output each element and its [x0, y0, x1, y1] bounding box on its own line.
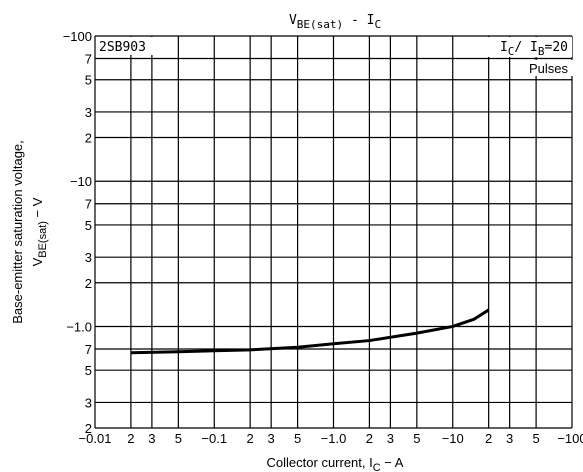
condition-sub: C [508, 45, 515, 58]
condition-sub: B [538, 45, 545, 58]
y-tick-label: 7 [85, 342, 92, 357]
x-tick-label: 2 [366, 431, 373, 446]
device-label: 2SB903 [99, 40, 146, 55]
y-tick-label: 5 [85, 73, 92, 88]
x-tick-label: 2 [247, 431, 254, 446]
y-tick-label: 2 [85, 131, 92, 146]
mode-label: Pulses [529, 61, 569, 76]
x-tick-label: 2 [485, 431, 492, 446]
x-tick-label: −10 [442, 431, 464, 446]
y-tick-label: 5 [85, 218, 92, 233]
y-axis-label: VBE(sat) − V [30, 197, 49, 266]
annotation-box [460, 37, 572, 57]
x-tick-label: 5 [413, 431, 420, 446]
y-axis-label: Base-emitter saturation voltage, [10, 140, 25, 324]
y-tick-label: 2 [85, 421, 92, 436]
chart-title: VBE(sat) - IC [289, 13, 381, 31]
x-tick-label: −100 [557, 431, 583, 446]
x-label-part: − A [381, 455, 404, 470]
data-line [130, 308, 490, 355]
y-label-sub: BE(sat) [37, 221, 49, 258]
title-part: V [289, 13, 297, 28]
x-tick-label: 5 [294, 431, 301, 446]
condition-part: I [500, 40, 508, 55]
x-tick-label: 2 [127, 431, 134, 446]
title-sub: BE(sat) [297, 18, 343, 31]
y-tick-label: −100 [63, 29, 92, 44]
y-tick-label: 3 [85, 105, 92, 120]
x-tick-label: −1.0 [321, 431, 347, 446]
x-tick-label: 3 [506, 431, 513, 446]
condition-part: =20 [545, 40, 568, 55]
x-label-sub: C [373, 462, 381, 472]
title-part: - I [343, 13, 374, 28]
x-axis-label: Collector current, IC − A [267, 455, 404, 472]
x-tick-label: 3 [148, 431, 155, 446]
y-tick-label: −1.0 [66, 319, 92, 334]
y-tick-label: 7 [85, 197, 92, 212]
x-tick-label: −0.1 [201, 431, 227, 446]
annotation-box [97, 37, 163, 55]
y-tick-label: 3 [85, 250, 92, 265]
x-tick-label: 5 [532, 431, 539, 446]
condition-label: IC/ IB=20 [500, 40, 568, 58]
y-tick-label: 7 [85, 51, 92, 66]
y-tick-label: −10 [70, 174, 92, 189]
y-label-part: V [30, 257, 45, 266]
y-label-part: − V [30, 197, 45, 221]
x-tick-label: 3 [268, 431, 275, 446]
x-tick-label: 3 [387, 431, 394, 446]
annotation-box [515, 60, 573, 76]
y-tick-label: 2 [85, 276, 92, 291]
y-tick-label: 3 [85, 395, 92, 410]
x-label-part: Collector current, I [267, 455, 373, 470]
title-sub: C [374, 18, 381, 31]
condition-part: / I [514, 40, 537, 55]
x-tick-label: −0.01 [79, 431, 112, 446]
x-tick-label: 5 [175, 431, 182, 446]
y-tick-label: 5 [85, 363, 92, 378]
